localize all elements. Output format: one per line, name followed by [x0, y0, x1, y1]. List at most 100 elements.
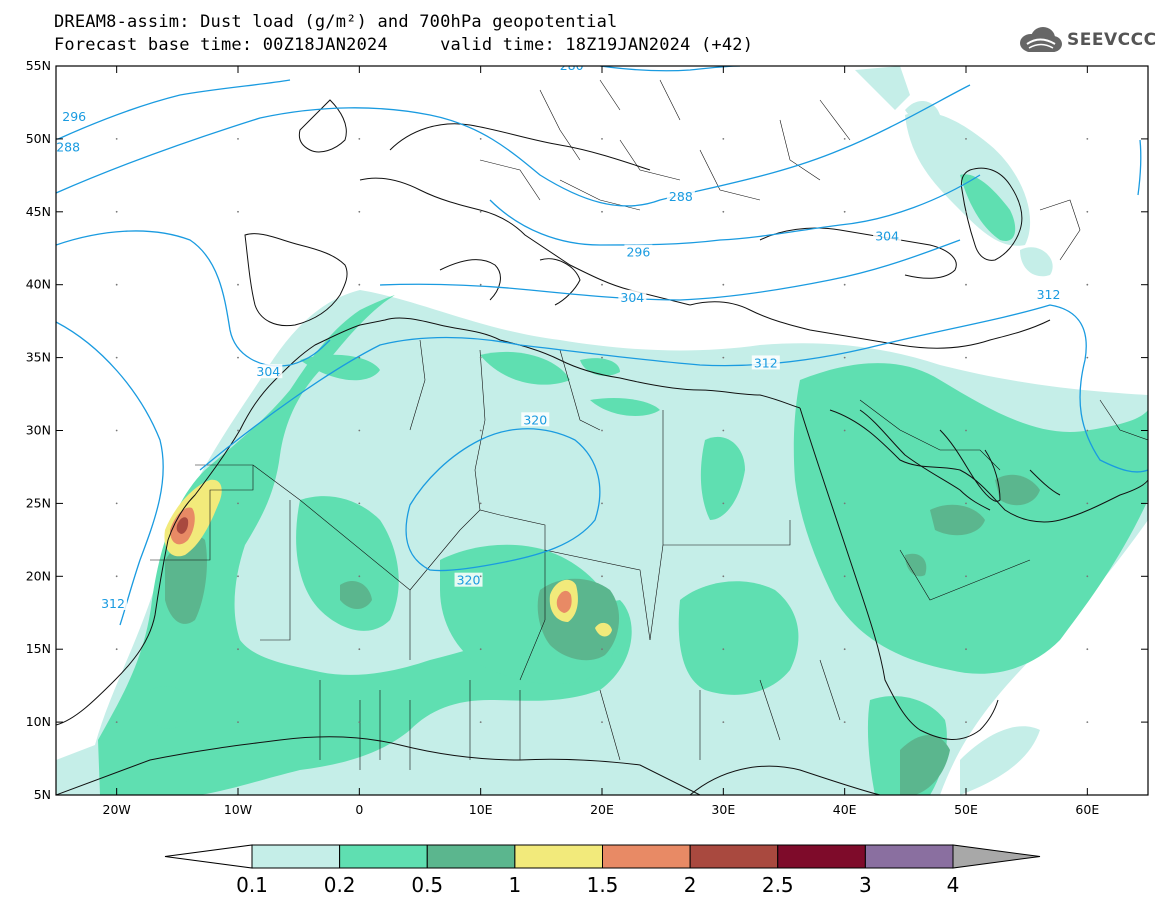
dust-shading-2: [176, 517, 189, 534]
colorbar-bin: [426, 844, 516, 869]
contour-label-bg: [618, 289, 647, 304]
grid-dot: [479, 283, 482, 286]
grid-dot: [601, 575, 603, 578]
grid-dot: [965, 210, 967, 213]
grid-dot: [843, 575, 846, 578]
contour-label: 312: [754, 355, 778, 370]
lat-tick-label: 35N: [26, 350, 51, 365]
grid-dot: [479, 356, 482, 359]
grid-dot: [601, 429, 603, 432]
contour-label: 304: [620, 290, 644, 305]
grid-dot: [601, 138, 603, 140]
grid-dot: [1086, 210, 1089, 213]
grid-dot: [843, 356, 846, 359]
contour-label-bg: [557, 66, 586, 72]
grid-dot: [843, 429, 846, 432]
colorbar-bin: [689, 844, 779, 869]
grid-dot: [358, 138, 361, 140]
dust-shading-0.5: [165, 474, 1040, 795]
grid-dot: [358, 502, 361, 505]
colorbar-label: 1: [509, 873, 522, 897]
grid-dot: [115, 721, 118, 723]
grid-dot: [722, 502, 725, 505]
grid-dot: [479, 648, 482, 651]
grid-dot: [1086, 502, 1089, 505]
grid-dot: [115, 283, 118, 286]
contour-label-bg: [99, 596, 128, 611]
lon-tick-label: 20E: [590, 802, 614, 817]
colorbar-label: 0.2: [324, 873, 356, 897]
grid-dot: [1086, 356, 1089, 359]
grid-dot: [722, 575, 725, 578]
contour-label-bg: [521, 412, 550, 427]
graticule-dots: [115, 138, 1089, 723]
grid-dot: [965, 356, 967, 359]
colorbar-label: 2.5: [762, 873, 794, 897]
lat-tick-label: 25N: [26, 495, 51, 510]
grid-dot: [479, 429, 482, 432]
lat-tick-label: 40N: [26, 277, 51, 292]
lon-tick-label: 30E: [711, 802, 735, 817]
grid-dot: [1086, 648, 1089, 651]
grid-dot: [965, 721, 967, 723]
contour-label-bg: [624, 244, 653, 259]
contour-label-bg: [873, 228, 902, 243]
lon-tick-label: 0: [355, 802, 363, 817]
lon-tick-label: 10E: [469, 802, 493, 817]
grid-dot: [601, 721, 603, 723]
lat-tick-label: 55N: [26, 58, 51, 73]
grid-dot: [1086, 138, 1089, 140]
lon-tick-label: 60E: [1075, 802, 1099, 817]
lon-tick-label: 10W: [224, 802, 252, 817]
grid-dot: [843, 721, 846, 723]
grid-dot: [115, 356, 118, 359]
map-title: DREAM8-assim: Dust load (g/m²) and 700hP…: [54, 12, 618, 32]
colorbar-label: 3: [859, 873, 872, 897]
forecast-time-line: Forecast base time: 00Z18JAN2024 valid t…: [54, 35, 754, 55]
lon-tick-label: 50E: [954, 802, 978, 817]
colorbar-label: 2: [684, 873, 697, 897]
contour-label-bg: [454, 572, 483, 587]
logo-text: SEEVCCC: [1067, 30, 1157, 50]
grid-dot: [479, 721, 482, 723]
contour-label: 320: [457, 573, 481, 588]
grid-dot: [722, 356, 725, 359]
colorbar-bin: [602, 844, 691, 869]
grid-dot: [237, 356, 239, 359]
colorbar-bin: [514, 844, 603, 869]
grid-dot: [237, 429, 239, 432]
grid-dot: [358, 648, 361, 651]
seevccc-logo: SEEVCCC: [1017, 26, 1157, 54]
grid-dot: [479, 575, 482, 578]
grid-dot: [237, 502, 239, 505]
grid-dot: [237, 648, 239, 651]
latitude-axis: 55N 50N 45N 40N 35N 30N 25N 20N 15N 10N 5N: [26, 58, 1148, 802]
grid-dot: [843, 648, 846, 651]
colorbar-bin: [339, 844, 428, 869]
grid-dot: [965, 283, 967, 286]
lon-tick-label: 20W: [103, 802, 131, 817]
grid-dot: [965, 138, 967, 140]
colorbar-label: 1.5: [587, 873, 619, 897]
grid-dot: [115, 502, 118, 505]
colorbar-bin: [251, 844, 341, 869]
grid-dot: [722, 721, 725, 723]
grid-dot: [965, 648, 967, 651]
grid-dot: [1086, 721, 1089, 723]
contour-label-bg: [751, 355, 780, 370]
colorbar-label: 4: [947, 873, 960, 897]
grid-dot: [358, 356, 361, 359]
contour-label: 288: [669, 189, 693, 204]
grid-dot: [601, 283, 603, 286]
grid-dot: [237, 138, 239, 140]
contour-label-bg: [666, 189, 695, 204]
colorbar-label: 0.5: [411, 873, 443, 897]
grid-dot: [843, 138, 846, 140]
lat-tick-label: 15N: [26, 641, 51, 656]
grid-dot: [965, 502, 967, 505]
grid-dot: [601, 356, 603, 359]
grid-dot: [1086, 283, 1089, 286]
contour-label: 312: [1037, 287, 1061, 302]
grid-dot: [843, 210, 846, 213]
